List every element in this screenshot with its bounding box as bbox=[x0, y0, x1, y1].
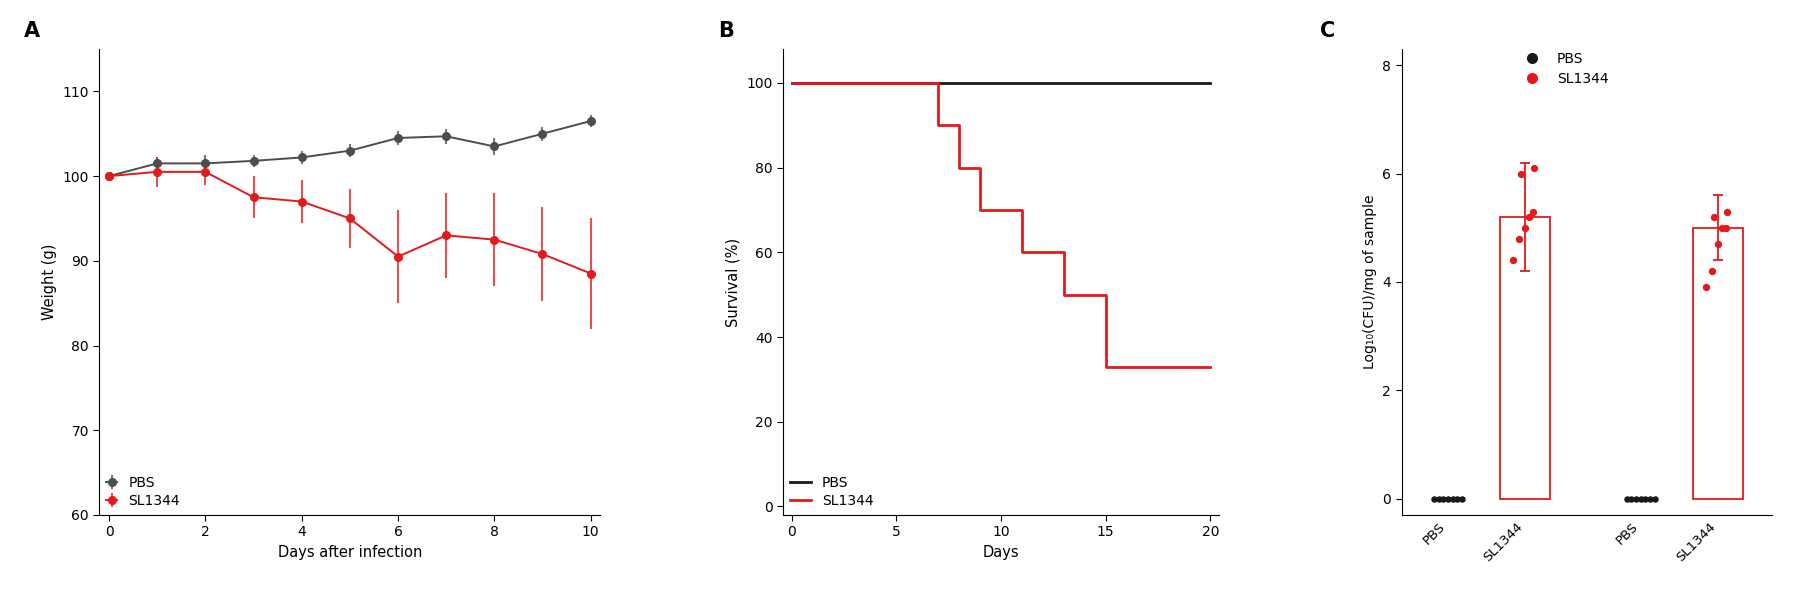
Point bbox=[1447, 493, 1476, 503]
Point bbox=[1639, 493, 1668, 503]
Y-axis label: Log₁₀(CFU)/mg of sample: Log₁₀(CFU)/mg of sample bbox=[1362, 195, 1377, 369]
SL1344 bbox=[1137, 363, 1158, 370]
Point bbox=[1699, 212, 1727, 222]
Line: SL1344: SL1344 bbox=[791, 83, 1209, 367]
Point bbox=[1514, 212, 1543, 222]
Bar bbox=[1500, 217, 1549, 498]
Point bbox=[1702, 239, 1731, 249]
SL1344 bbox=[969, 207, 990, 214]
Point bbox=[1503, 234, 1532, 243]
Point bbox=[1697, 266, 1726, 276]
Legend: PBS, SL1344: PBS, SL1344 bbox=[1511, 47, 1614, 91]
SL1344 bbox=[927, 79, 949, 86]
SL1344 bbox=[969, 164, 990, 171]
Legend: PBS, SL1344: PBS, SL1344 bbox=[107, 476, 181, 508]
SL1344 bbox=[1010, 207, 1032, 214]
Text: A: A bbox=[23, 21, 40, 41]
Point bbox=[1520, 163, 1549, 173]
Point bbox=[1505, 169, 1534, 178]
Point bbox=[1709, 223, 1738, 233]
Y-axis label: Survival (%): Survival (%) bbox=[725, 237, 741, 327]
Legend: PBS, SL1344: PBS, SL1344 bbox=[790, 476, 873, 508]
Point bbox=[1621, 493, 1650, 503]
Point bbox=[1615, 493, 1644, 503]
Point bbox=[1437, 493, 1465, 503]
SL1344 bbox=[1052, 291, 1073, 299]
Point bbox=[1498, 256, 1527, 265]
Point bbox=[1509, 223, 1538, 233]
Point bbox=[1711, 207, 1740, 216]
SL1344 bbox=[781, 79, 802, 86]
SL1344 bbox=[1052, 249, 1073, 256]
SL1344 bbox=[1010, 249, 1032, 256]
SL1344 bbox=[1095, 363, 1117, 370]
Point bbox=[1624, 493, 1653, 503]
SL1344 bbox=[1137, 363, 1158, 370]
SL1344 bbox=[947, 121, 969, 129]
SL1344 bbox=[1198, 363, 1220, 370]
Point bbox=[1418, 493, 1447, 503]
X-axis label: Days after infection: Days after infection bbox=[278, 545, 421, 560]
Y-axis label: Weight (g): Weight (g) bbox=[42, 244, 58, 320]
SL1344 bbox=[1095, 291, 1117, 299]
Point bbox=[1635, 493, 1664, 503]
Point bbox=[1706, 223, 1735, 233]
Bar bbox=[1691, 228, 1742, 498]
Point bbox=[1518, 207, 1547, 216]
Point bbox=[1442, 493, 1471, 503]
Point bbox=[1691, 283, 1720, 292]
SL1344 bbox=[927, 121, 949, 129]
Text: B: B bbox=[717, 21, 734, 41]
Point bbox=[1612, 493, 1641, 503]
X-axis label: Days: Days bbox=[983, 545, 1019, 560]
SL1344 bbox=[947, 164, 969, 171]
Point bbox=[1424, 493, 1453, 503]
Text: C: C bbox=[1319, 21, 1335, 41]
Point bbox=[1630, 493, 1659, 503]
Point bbox=[1428, 493, 1456, 503]
Point bbox=[1433, 493, 1462, 503]
